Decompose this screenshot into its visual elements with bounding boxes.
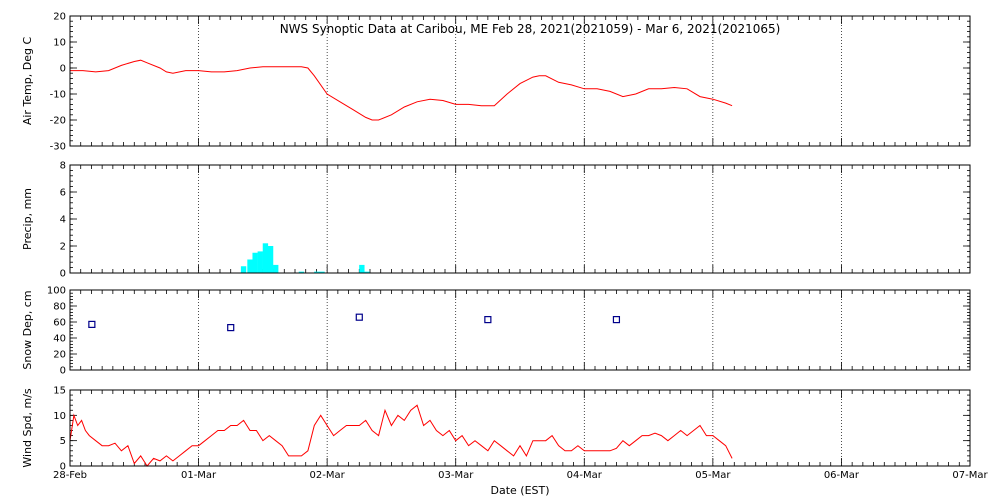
- y-tick-label: 8: [60, 161, 66, 172]
- y-tick-label: 2: [60, 242, 66, 253]
- y-tick-label: 5: [60, 436, 66, 447]
- y-tick-label: -20: [50, 116, 66, 127]
- precip-bar: [247, 259, 253, 273]
- x-axis-title: Date (EST): [490, 484, 549, 497]
- precip-bar: [267, 246, 274, 273]
- precip-bar: [314, 271, 320, 273]
- precip-bar: [298, 271, 305, 273]
- snow-depth-point: [227, 324, 235, 332]
- chart-title: NWS Synoptic Data at Caribou, ME Feb 28,…: [280, 22, 781, 36]
- y-tick-label: -30: [50, 142, 66, 153]
- y-axis-title-air-temp: Air Temp, Deg C: [21, 37, 34, 126]
- precip-bar: [262, 243, 269, 273]
- x-tick-label: 04-Mar: [567, 470, 603, 481]
- y-tick-label: 0: [60, 64, 66, 75]
- precip-bar: [359, 264, 365, 273]
- precip-bar: [273, 264, 279, 273]
- x-tick-label: 06-Mar: [824, 470, 860, 481]
- panel-air-temp: -30 -20 -10 0 10 20 Air Temp, Deg C: [21, 12, 971, 153]
- y-tick-label: 20: [53, 12, 66, 23]
- panel-frame: [69, 164, 971, 274]
- x-tick-label: 02-Mar: [310, 470, 346, 481]
- y-axis-title-precip: Precip, mm: [21, 188, 34, 250]
- snow-depth-point: [355, 313, 363, 321]
- precip-bar: [252, 252, 258, 273]
- panel-wind-speed: 0 5 10 15 Wind Spd, m/s: [21, 386, 971, 473]
- y-axis-title-wind-speed: Wind Spd, m/s: [21, 388, 34, 468]
- y-tick-label: 80: [53, 302, 66, 313]
- y-tick-label: -10: [50, 90, 66, 101]
- y-tick-label: 60: [53, 318, 66, 329]
- y-tick-label: 6: [60, 188, 66, 199]
- panel-precip: 0 2 4 6 8 Precip, mm: [21, 161, 971, 280]
- y-tick-label: 10: [53, 38, 66, 49]
- snow-depth-point: [612, 316, 621, 324]
- panel-frame: [69, 289, 971, 371]
- snow-depth-point: [88, 320, 96, 328]
- panels-layer: -30 -20 -10 0 10 20 Air Temp, Deg C 0 2 4 6 8 Precip…: [21, 12, 988, 482]
- panel-snow-depth: 0 20 40 60 80 100 Snow Dep, cm: [21, 286, 971, 377]
- x-tick-label: 28-Feb: [53, 470, 87, 481]
- precip-bar: [240, 266, 247, 273]
- y-tick-label: 4: [60, 215, 66, 226]
- precip-bar: [319, 271, 325, 273]
- x-tick-label: 03-Mar: [438, 470, 474, 481]
- panel-frame: [69, 389, 971, 467]
- y-tick-label: 40: [53, 334, 66, 345]
- x-tick-label: 05-Mar: [695, 470, 731, 481]
- series-line-wind-speed: [69, 404, 733, 467]
- precip-bar: [364, 271, 370, 273]
- y-axis-title-snow-depth: Snow Dep, cm: [21, 290, 34, 369]
- x-tick-label: 07-Mar: [952, 470, 988, 481]
- y-tick-label: 0: [60, 462, 66, 473]
- x-tick-label: 01-Mar: [181, 470, 217, 481]
- snow-depth-point: [484, 316, 492, 324]
- y-tick-label: 10: [53, 411, 66, 422]
- y-tick-label: 100: [47, 286, 66, 297]
- y-tick-label: 15: [53, 386, 66, 397]
- series-line-air-temp: [70, 59, 733, 121]
- y-tick-label: 20: [53, 350, 66, 361]
- precip-bar: [257, 251, 263, 273]
- y-tick-label: 0: [60, 366, 66, 377]
- panel-frame: [69, 15, 971, 147]
- y-tick-label: 0: [60, 269, 66, 280]
